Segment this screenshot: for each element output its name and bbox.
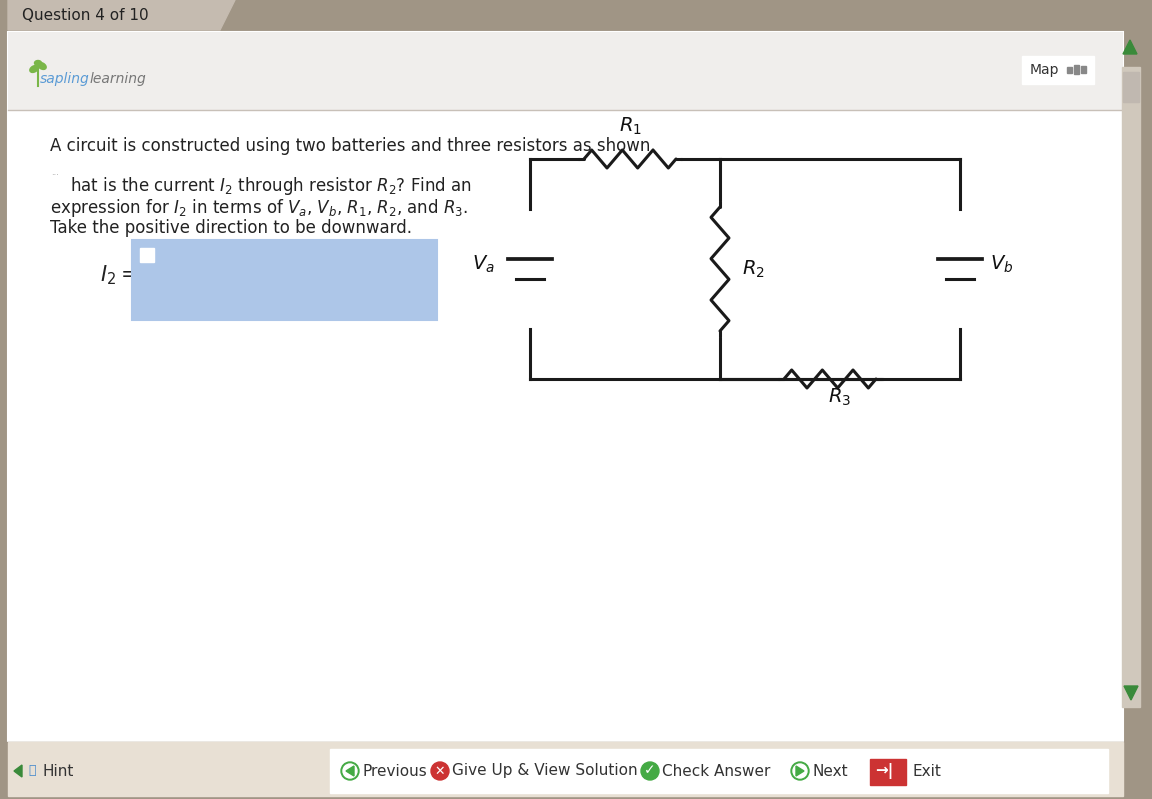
Polygon shape — [14, 765, 22, 777]
Text: Hint: Hint — [41, 764, 74, 778]
Ellipse shape — [793, 764, 808, 778]
Ellipse shape — [341, 762, 359, 780]
Text: $V_b$: $V_b$ — [990, 253, 1014, 275]
Bar — [870, 759, 905, 785]
Polygon shape — [346, 766, 354, 776]
Bar — [141, 248, 154, 262]
Text: Previous: Previous — [363, 764, 427, 778]
Polygon shape — [796, 766, 804, 776]
Text: expression for $I_2$ in terms of $V_a$, $V_b$, $R_1$, $R_2$, and $R_3$.: expression for $I_2$ in terms of $V_a$, … — [50, 197, 469, 219]
Ellipse shape — [343, 764, 357, 778]
Ellipse shape — [431, 762, 449, 780]
Text: Map: Map — [1030, 63, 1060, 77]
Ellipse shape — [35, 61, 41, 66]
Text: learning: learning — [90, 72, 146, 86]
Bar — [8, 742, 1123, 796]
Bar — [8, 32, 1123, 110]
Text: →|: →| — [876, 763, 893, 779]
Bar — [0, 742, 1152, 799]
Text: Check Answer: Check Answer — [662, 764, 771, 778]
Text: ✕: ✕ — [434, 765, 446, 777]
Text: ···: ··· — [51, 172, 59, 181]
Bar — [1081, 66, 1086, 73]
Bar — [1123, 72, 1139, 102]
Bar — [1022, 56, 1094, 84]
Bar — [1122, 67, 1140, 707]
Polygon shape — [8, 0, 235, 30]
Bar — [132, 240, 437, 320]
Ellipse shape — [791, 762, 809, 780]
Ellipse shape — [30, 66, 38, 73]
Text: $R_2$: $R_2$ — [742, 258, 765, 280]
Bar — [50, 170, 66, 183]
Text: Question 4 of 10: Question 4 of 10 — [22, 9, 149, 23]
Polygon shape — [1123, 40, 1137, 54]
Text: Give Up & View Solution: Give Up & View Solution — [452, 764, 637, 778]
Text: Next: Next — [813, 764, 849, 778]
Bar — [1067, 67, 1073, 73]
Text: 💡: 💡 — [28, 765, 36, 777]
Text: A circuit is constructed using two batteries and three resistors as shown.: A circuit is constructed using two batte… — [50, 137, 655, 155]
Text: $R_1$: $R_1$ — [619, 116, 642, 137]
Bar — [1074, 65, 1079, 74]
Polygon shape — [1124, 686, 1138, 700]
Ellipse shape — [38, 62, 46, 70]
Text: hat is the current $I_2$ through resistor $R_2$? Find an: hat is the current $I_2$ through resisto… — [70, 175, 472, 197]
Text: $I_2 =$: $I_2 =$ — [100, 263, 137, 287]
Ellipse shape — [641, 762, 659, 780]
Text: Exit: Exit — [912, 764, 941, 778]
Text: sapling: sapling — [40, 72, 90, 86]
Text: ✓: ✓ — [644, 763, 655, 777]
Bar — [8, 32, 1123, 742]
Text: $R_3$: $R_3$ — [828, 387, 851, 408]
Bar — [329, 749, 1108, 793]
Text: $V_a$: $V_a$ — [472, 253, 495, 275]
Text: Take the positive direction to be downward.: Take the positive direction to be downwa… — [50, 219, 412, 237]
